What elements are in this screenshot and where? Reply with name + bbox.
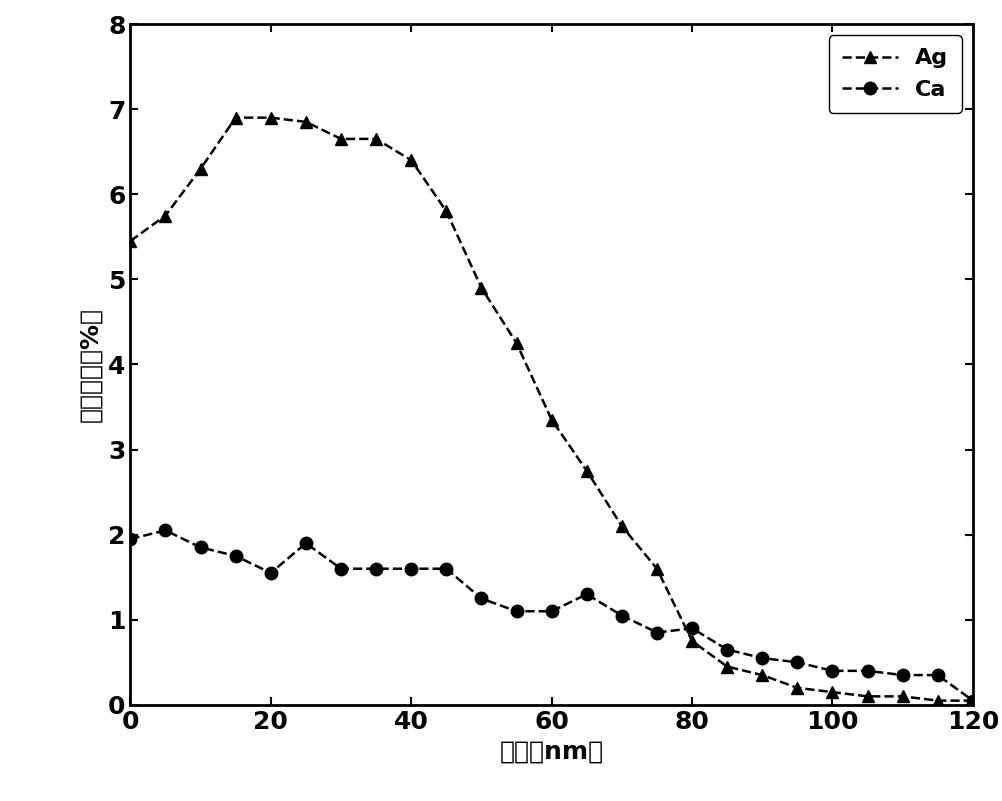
Ag bbox=[896, 691, 908, 701]
Ag bbox=[440, 207, 452, 216]
Ca bbox=[370, 564, 382, 574]
Ca bbox=[510, 606, 522, 616]
Ag bbox=[370, 134, 382, 143]
Ca bbox=[159, 525, 171, 535]
Ca bbox=[194, 542, 206, 552]
Ag bbox=[861, 691, 873, 701]
Ag bbox=[650, 564, 662, 574]
Ag bbox=[826, 687, 838, 697]
Ag bbox=[685, 636, 697, 646]
Ca bbox=[685, 623, 697, 633]
Ca bbox=[931, 670, 943, 680]
Ca bbox=[440, 564, 452, 574]
Ca bbox=[335, 564, 347, 574]
Ag bbox=[335, 134, 347, 143]
Ag bbox=[580, 466, 592, 476]
Ca bbox=[650, 628, 662, 638]
Line: Ag: Ag bbox=[124, 111, 978, 706]
Ca bbox=[300, 538, 312, 548]
Ag bbox=[405, 155, 417, 165]
Ca bbox=[545, 606, 557, 616]
Ag bbox=[791, 683, 803, 693]
Ag bbox=[300, 117, 312, 127]
X-axis label: 深度（nm）: 深度（nm） bbox=[499, 739, 603, 763]
Ca bbox=[265, 568, 277, 578]
Ca bbox=[615, 610, 627, 620]
Ag bbox=[194, 164, 206, 174]
Ag bbox=[966, 696, 978, 706]
Legend: Ag, Ca: Ag, Ca bbox=[828, 35, 961, 113]
Ca bbox=[861, 666, 873, 676]
Line: Ca: Ca bbox=[124, 524, 978, 706]
Ca bbox=[229, 551, 241, 561]
Ag bbox=[545, 415, 557, 425]
Ca bbox=[124, 534, 136, 544]
Ag bbox=[475, 283, 487, 292]
Ag bbox=[931, 696, 943, 706]
Ca bbox=[756, 654, 768, 663]
Ag bbox=[720, 662, 732, 671]
Ag bbox=[229, 113, 241, 123]
Ca bbox=[966, 696, 978, 706]
Ag bbox=[265, 113, 277, 123]
Y-axis label: 原子浓度（%）: 原子浓度（%） bbox=[78, 307, 102, 422]
Ca bbox=[826, 666, 838, 676]
Ca bbox=[405, 564, 417, 574]
Ca bbox=[475, 594, 487, 603]
Ca bbox=[896, 670, 908, 680]
Ag bbox=[124, 236, 136, 246]
Ag bbox=[510, 338, 522, 348]
Ca bbox=[791, 658, 803, 667]
Ag bbox=[756, 670, 768, 680]
Ag bbox=[615, 521, 627, 531]
Ca bbox=[720, 645, 732, 654]
Ag bbox=[159, 211, 171, 220]
Ca bbox=[580, 590, 592, 599]
